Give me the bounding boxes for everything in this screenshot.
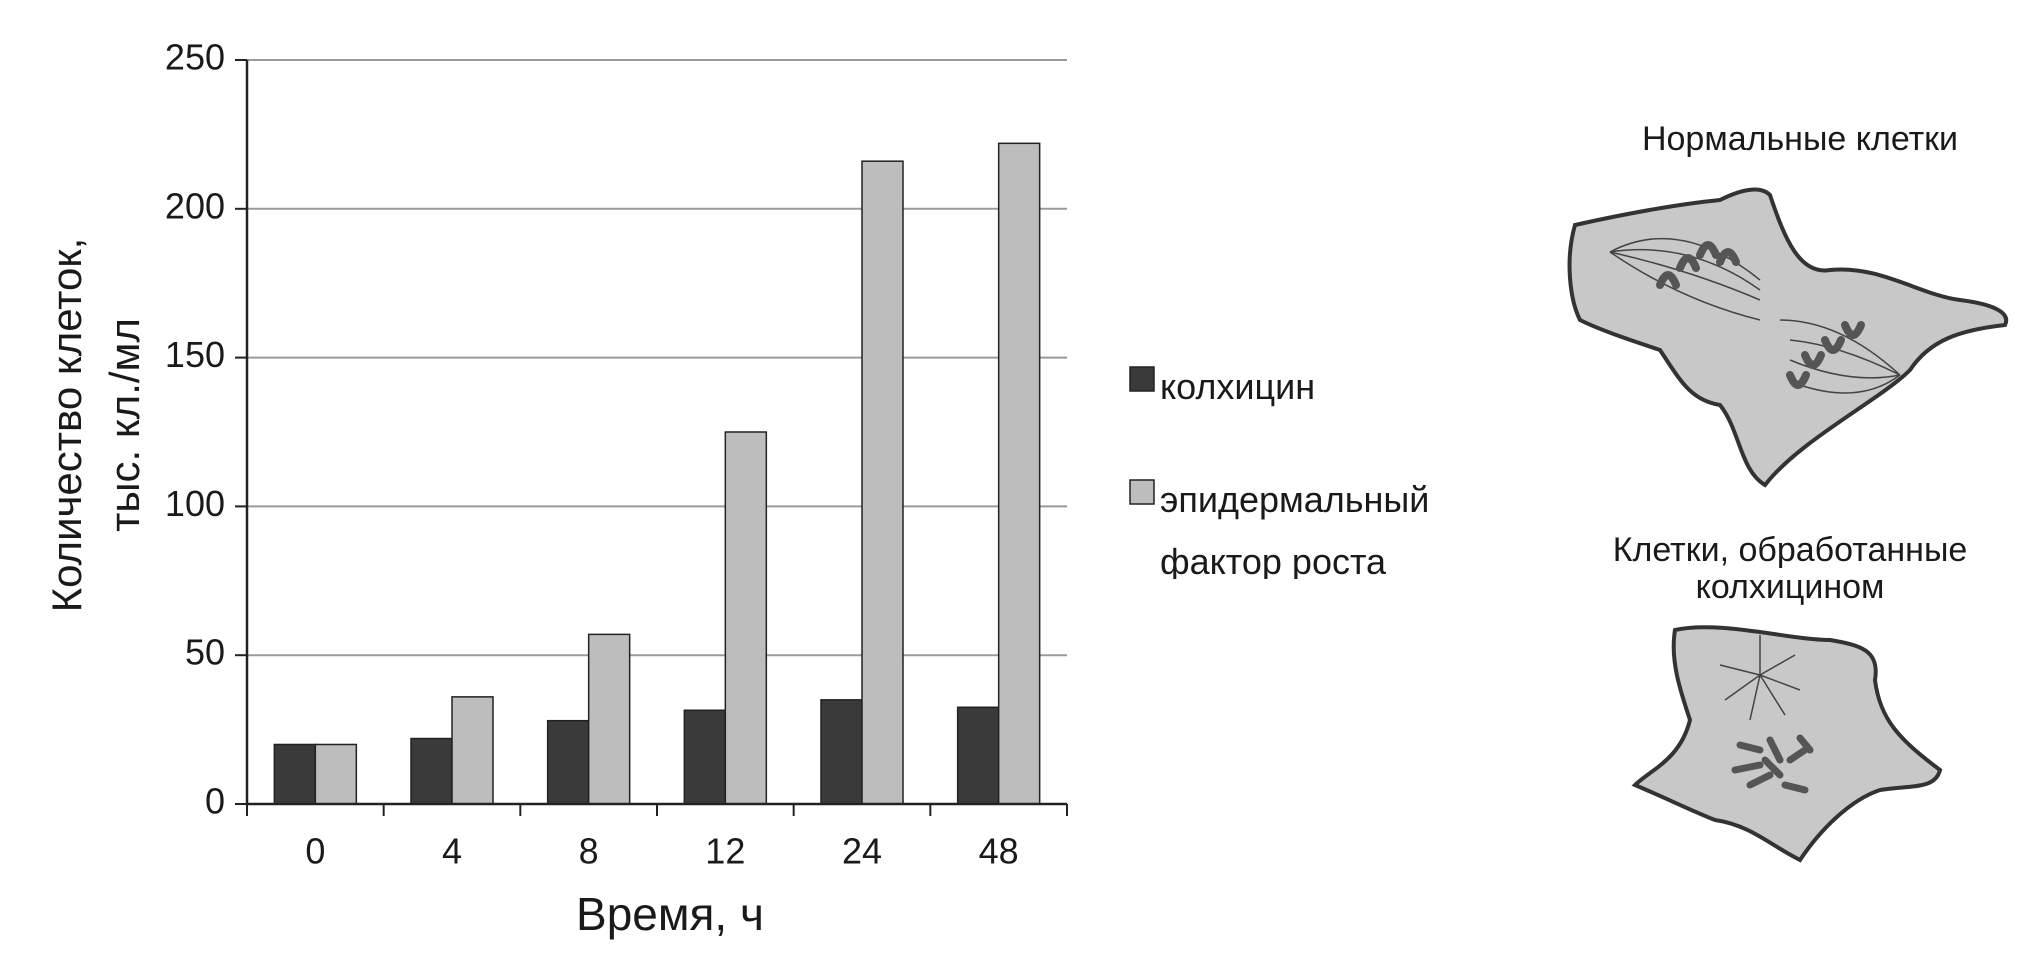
bar [587, 633, 631, 805]
treated-caption: Клетки, обработанные колхицином [1612, 532, 1968, 607]
bar [683, 709, 727, 805]
y-tick-label: 250 [165, 37, 225, 78]
bar [314, 743, 358, 805]
bar [861, 160, 904, 805]
legend-label: колхицин [1160, 366, 1316, 407]
legend-label: эпидермальный фактор роста [1160, 479, 1430, 579]
x-tick-label: 12 [705, 831, 745, 872]
legend-entry: эпидермальный фактор роста [1160, 479, 1430, 579]
normal-cells [1567, 187, 2009, 488]
x-tick-label: 0 [305, 831, 325, 872]
y-axis-title: Количество клеток, [43, 238, 90, 613]
treated-cell [1631, 625, 1943, 863]
bar [724, 431, 768, 805]
bar [820, 699, 863, 805]
caption-box: Нормальные клетки [1641, 120, 1959, 158]
bar [997, 142, 1041, 805]
legend-swatch [1129, 479, 1155, 505]
y-tick-label: 200 [165, 185, 225, 226]
y-tick-label: 50 [185, 632, 225, 673]
caption-box: Клетки, обработанные колхицином [1612, 532, 1968, 607]
x-tick-label: 24 [842, 831, 882, 872]
y-axis-title: тыс. кл./мл [101, 318, 148, 532]
bar [410, 737, 453, 805]
legend-swatch [1129, 366, 1155, 392]
legend-entry: колхицин [1160, 366, 1316, 407]
y-tick-label: 150 [165, 334, 225, 375]
x-tick-label: 4 [442, 831, 462, 872]
x-tick-label: 8 [579, 831, 599, 872]
normal-caption: Нормальные клетки [1641, 120, 1959, 158]
bar [273, 743, 317, 805]
x-tick-label: 48 [979, 831, 1019, 872]
y-tick-label: 100 [165, 483, 225, 524]
bar [451, 696, 494, 805]
y-tick-label: 0 [205, 781, 225, 822]
bar [546, 719, 590, 805]
x-axis-title: Время, ч [576, 888, 764, 940]
bar [956, 706, 1000, 805]
